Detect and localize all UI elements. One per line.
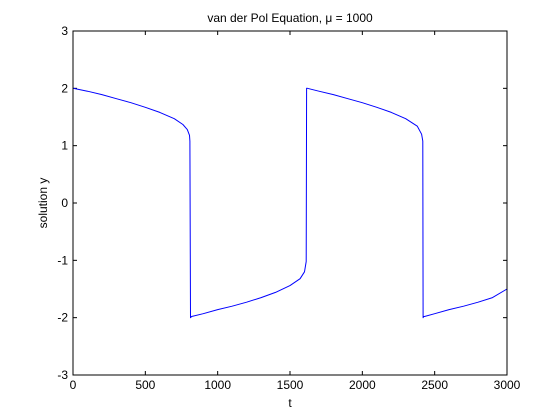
y-tick-label: 0: [61, 196, 68, 210]
x-tick-label: 1500: [277, 378, 304, 392]
x-axis-label: t: [288, 396, 292, 410]
y-tick-label: 2: [61, 81, 68, 95]
ticks-layer: 0 500 1000 1500 2000 2500 3000 -3 -2 -1 0 1 2 3: [57, 24, 520, 392]
series-layer: [72, 87, 508, 319]
x-tick-label: 2000: [349, 378, 376, 392]
chart-title: van der Pol Equation, μ = 1000: [207, 11, 373, 25]
y-tick-label: 1: [61, 139, 68, 153]
y-tick-label: -3: [57, 368, 68, 382]
x-tick-label: 500: [135, 378, 155, 392]
plot-frame: [72, 30, 508, 376]
x-tick-label: 2500: [421, 378, 448, 392]
x-tick-label: 0: [70, 378, 77, 392]
y-tick-label: -1: [57, 253, 68, 267]
series-line-0: [72, 87, 508, 319]
x-tick-label: 1000: [204, 378, 231, 392]
plot-area-background: [73, 31, 507, 375]
y-tick-label: 3: [61, 24, 68, 38]
y-tick-label: -2: [57, 311, 68, 325]
y-axis-label: solution y: [36, 178, 50, 229]
x-tick-label: 3000: [494, 378, 521, 392]
